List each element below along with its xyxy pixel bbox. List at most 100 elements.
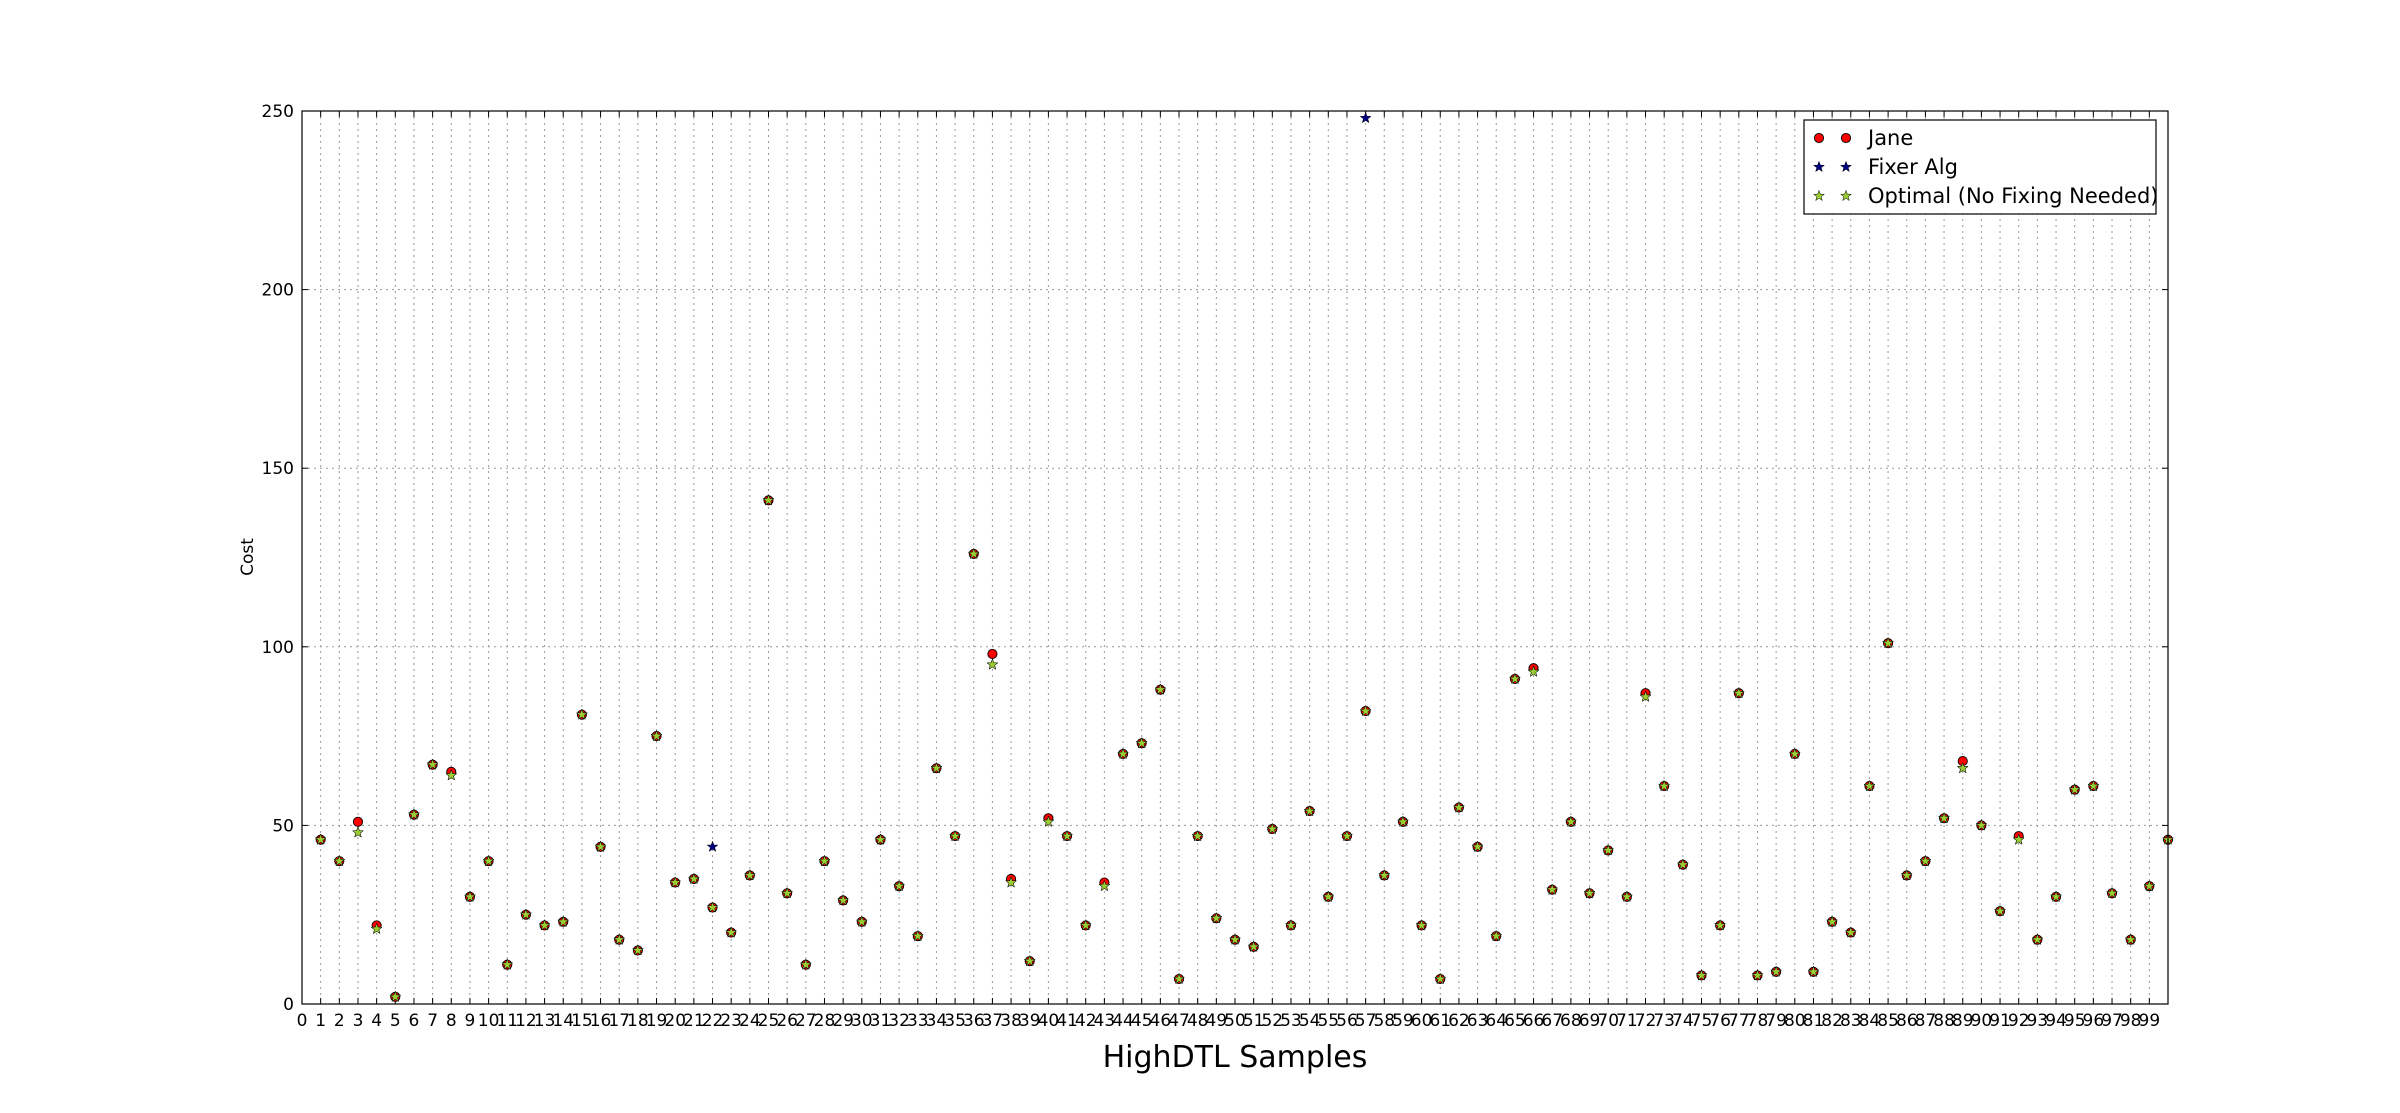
x-tick-label: 99 xyxy=(2139,1011,2161,1031)
x-tick-label: 38 xyxy=(1000,1011,1022,1031)
data-point xyxy=(837,894,850,906)
x-axis-label: HighDTL Samples xyxy=(1103,1040,1368,1075)
x-tick-label: 61 xyxy=(1429,1011,1451,1031)
data-point xyxy=(1228,933,1242,945)
data-point xyxy=(631,944,644,956)
x-tick-label: 82 xyxy=(1821,1011,1843,1031)
data-point xyxy=(1527,665,1540,677)
data-point xyxy=(987,648,998,659)
x-tick-label: 80 xyxy=(1784,1011,1806,1031)
x-tick-label: 92 xyxy=(2008,1011,2030,1031)
data-point xyxy=(1732,686,1745,699)
data-point xyxy=(687,872,700,885)
data-point xyxy=(706,901,719,913)
data-point xyxy=(1135,736,1148,749)
x-tick-label: 30 xyxy=(851,1011,873,1031)
data-point xyxy=(1396,815,1409,827)
x-tick-label: 12 xyxy=(515,1011,537,1031)
data-point xyxy=(1788,747,1801,760)
x-tick-label: 62 xyxy=(1448,1011,1470,1031)
data-point xyxy=(1079,919,1092,931)
x-tick-label: 32 xyxy=(888,1011,910,1031)
series-2 xyxy=(314,494,2175,1002)
data-point xyxy=(1471,840,1484,852)
data-point xyxy=(1061,829,1074,842)
data-point xyxy=(463,890,476,902)
data-point xyxy=(2143,879,2156,892)
data-point xyxy=(1434,972,1447,985)
x-tick-label: 22 xyxy=(702,1011,724,1031)
y-tick-label: 250 xyxy=(262,102,294,122)
x-tick-label: 87 xyxy=(1915,1011,1937,1031)
x-tick-label: 66 xyxy=(1523,1011,1545,1031)
data-point xyxy=(706,840,719,852)
x-tick-label: 35 xyxy=(944,1011,966,1031)
x-tick-label: 23 xyxy=(720,1011,742,1031)
data-point xyxy=(1508,672,1521,685)
data-point xyxy=(1826,915,1839,927)
legend-marker xyxy=(1839,160,1853,173)
data-point xyxy=(669,876,682,888)
x-tick-label: 21 xyxy=(683,1011,705,1031)
data-point xyxy=(1919,854,1932,867)
x-tick-label: 54 xyxy=(1299,1011,1321,1031)
y-tick-label: 200 xyxy=(262,281,294,301)
x-tick-label: 57 xyxy=(1355,1011,1377,1031)
data-point xyxy=(1154,683,1167,695)
x-tick-label: 19 xyxy=(646,1011,668,1031)
data-point xyxy=(2068,783,2081,795)
data-point xyxy=(2087,779,2100,792)
data-point xyxy=(1340,829,1353,842)
data-point xyxy=(743,869,756,881)
x-tick-label: 45 xyxy=(1131,1011,1153,1031)
x-tick-label: 58 xyxy=(1373,1011,1395,1031)
x-tick-label: 24 xyxy=(739,1011,761,1031)
x-tick-label: 94 xyxy=(2045,1011,2067,1031)
legend-label: Jane xyxy=(1866,126,1913,150)
data-point xyxy=(1994,904,2007,917)
data-point xyxy=(1676,858,1689,870)
x-tick-label: 31 xyxy=(870,1011,892,1031)
x-tick-label: 85 xyxy=(1877,1011,1899,1031)
data-point xyxy=(1714,919,1727,931)
data-point xyxy=(799,958,812,970)
data-point xyxy=(1938,811,1951,824)
data-point xyxy=(351,826,365,838)
x-tick-label: 78 xyxy=(1747,1011,1769,1031)
x-tick-label: 65 xyxy=(1504,1011,1526,1031)
x-tick-label: 48 xyxy=(1187,1011,1209,1031)
y-tick-label: 50 xyxy=(272,816,294,836)
x-tick-label: 15 xyxy=(571,1011,593,1031)
x-tick-label: 53 xyxy=(1280,1011,1302,1031)
x-tick-label: 33 xyxy=(907,1011,929,1031)
x-tick-label: 26 xyxy=(776,1011,798,1031)
legend-marker xyxy=(1840,132,1852,144)
x-tick-label: 74 xyxy=(1672,1011,1694,1031)
data-point xyxy=(2012,833,2025,845)
x-tick-label: 68 xyxy=(1560,1011,1582,1031)
data-point xyxy=(426,758,439,770)
data-point xyxy=(1210,911,1223,924)
data-point xyxy=(1564,815,1577,827)
x-tick-label: 96 xyxy=(2083,1011,2105,1031)
x-tick-label: 84 xyxy=(1859,1011,1881,1031)
x-tick-label: 17 xyxy=(608,1011,630,1031)
x-tick-label: 41 xyxy=(1056,1011,1078,1031)
x-tick-label: 79 xyxy=(1765,1011,1787,1031)
data-point xyxy=(1098,879,1111,892)
x-tick-label: 90 xyxy=(1971,1011,1993,1031)
data-point xyxy=(613,933,626,945)
x-tick-label: 1 xyxy=(315,1011,326,1031)
x-tick-label: 25 xyxy=(758,1011,780,1031)
data-point xyxy=(762,494,775,506)
x-tick-label: 47 xyxy=(1168,1011,1190,1031)
x-axis-ticks: 0 1 2 3 4 5 6 7 8 9 101112131415161718192021222324… xyxy=(297,111,2161,1031)
data-point xyxy=(1751,969,1764,981)
y-tick-label: 0 xyxy=(283,995,294,1015)
data-point xyxy=(1415,919,1428,931)
x-tick-label: 63 xyxy=(1467,1011,1489,1031)
x-tick-label: 9 xyxy=(465,1011,476,1031)
data-point xyxy=(333,854,346,867)
data-point xyxy=(575,708,588,720)
x-tick-label: 70 xyxy=(1597,1011,1619,1031)
